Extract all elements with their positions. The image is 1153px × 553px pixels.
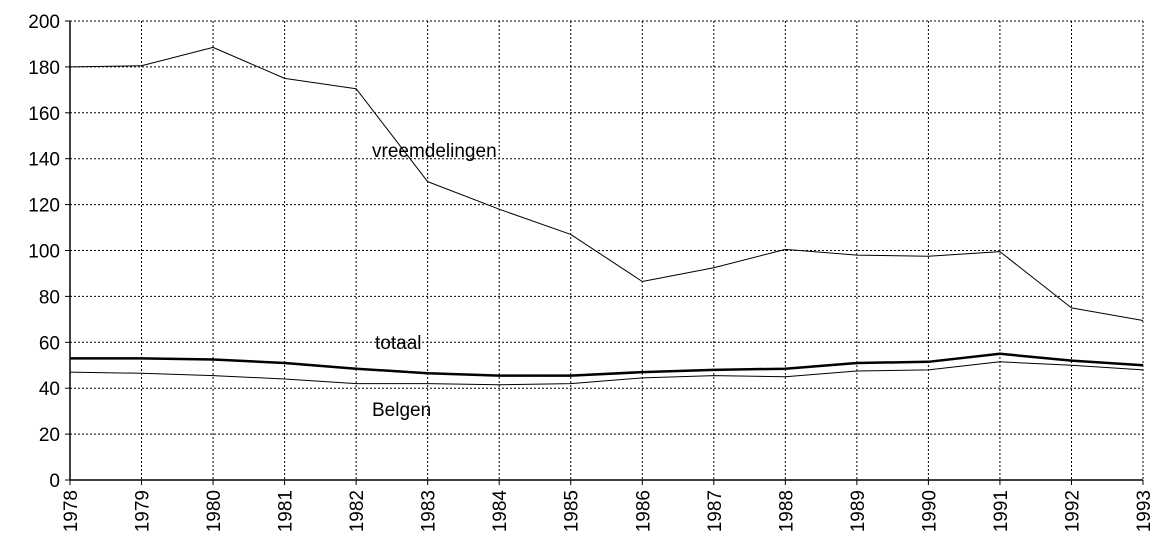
x-tick-label: 1983 [419, 490, 440, 532]
x-tick-label: 1978 [61, 490, 82, 532]
x-tick-label: 1986 [633, 490, 654, 532]
x-tick-label: 1991 [991, 490, 1012, 532]
data-line [70, 352, 1144, 377]
x-tick-label: 1984 [490, 490, 511, 533]
x-tick-label: 1993 [1134, 490, 1153, 532]
series-label: vreemdelingen [372, 141, 497, 162]
y-tick-label: 160 [28, 104, 60, 125]
x-tick-label: 1992 [1062, 490, 1083, 532]
data-line [69, 46, 1144, 321]
series-label: totaal [375, 333, 421, 354]
x-tick-label: 1985 [562, 490, 583, 532]
x-tick-label: 1982 [347, 490, 368, 532]
y-tick-label: 0 [49, 471, 60, 492]
y-tick-label: 40 [39, 379, 60, 400]
y-tick-label: 60 [39, 333, 60, 354]
y-tick-label: 140 [28, 150, 60, 171]
series-label: Belgen [372, 400, 431, 421]
data-line [69, 361, 1144, 386]
y-tick-label: 20 [39, 425, 60, 446]
y-tick-label: 200 [28, 12, 60, 33]
y-tick-label: 80 [39, 287, 60, 308]
x-tick-label: 1979 [133, 490, 154, 532]
x-tick-label: 1988 [776, 490, 797, 532]
y-tick-label: 180 [28, 58, 60, 79]
x-tick-label: 1987 [705, 490, 726, 532]
y-tick-label: 100 [28, 242, 60, 263]
x-tick-label: 1990 [919, 490, 940, 532]
x-tick-label: 1989 [848, 490, 869, 532]
x-tick-label: 1980 [204, 490, 225, 532]
y-tick-label: 120 [28, 196, 60, 217]
x-tick-label: 1981 [276, 490, 297, 532]
